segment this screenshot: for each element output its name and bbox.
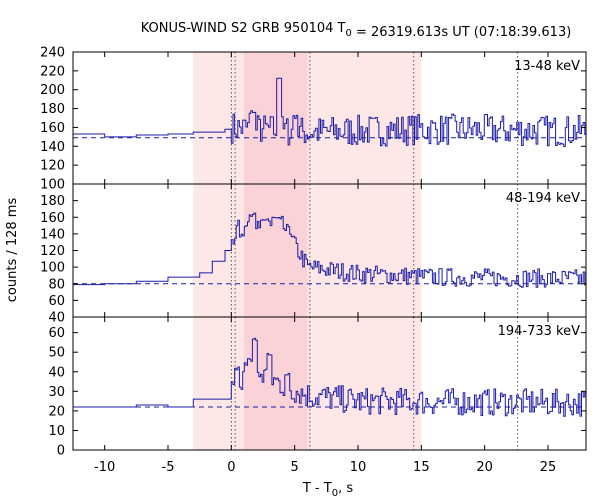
y-tick-label: 60 (48, 294, 65, 309)
interval-dark (244, 317, 308, 450)
light-curve (73, 337, 586, 417)
y-tick-label: 0 (57, 444, 65, 459)
y-tick-label: 160 (40, 211, 65, 226)
y-tick-label: 80 (48, 277, 65, 292)
y-tick-label: 40 (48, 365, 65, 380)
x-tick-label: 5 (291, 460, 299, 475)
panel-1: 100 120 140 160 180 200 220 240 13-48 keV (40, 46, 587, 193)
y-tick-label: 10 (48, 424, 65, 439)
y-tick-label: 220 (40, 64, 65, 79)
x-tick-label: 0 (227, 460, 235, 475)
y-tick-label: 160 (40, 121, 65, 136)
chart-title: KONUS-WIND S2 GRB 950104 T0 = 26319.613s… (141, 21, 572, 40)
energy-band-label: 48-194 keV (506, 191, 580, 206)
y-axis-label: counts / 128 ms (5, 198, 20, 303)
x-tick-label: 15 (413, 460, 430, 475)
light-curve (73, 212, 586, 288)
y-tick-label: 60 (48, 326, 65, 341)
energy-band-label: 13-48 keV (514, 59, 580, 74)
x-tick-label: -10 (94, 460, 115, 475)
interval-dark (244, 184, 308, 317)
y-tick-label: 100 (40, 178, 65, 193)
y-tick-label: 140 (40, 140, 65, 155)
y-tick-label: 120 (40, 244, 65, 259)
y-tick-label: 180 (40, 102, 65, 117)
y-tick-label: 240 (40, 46, 65, 61)
panel-frame (72, 316, 587, 451)
energy-band-label: 194-733 keV (498, 324, 581, 339)
panel-3: 0 10 20 30 40 50 60 194-733 keV (48, 316, 587, 459)
x-axis-ticks: -10 -5 0 5 10 15 20 25 (94, 460, 556, 475)
y-tick-label: 50 (48, 346, 65, 361)
y-tick-label: 20 (48, 404, 65, 419)
y-tick-label: 40 (48, 311, 65, 326)
x-tick-label: 25 (540, 460, 557, 475)
y-tick-label: 200 (40, 83, 65, 98)
y-tick-label: 180 (40, 194, 65, 209)
light-curve (73, 77, 586, 147)
y-tick-label: 30 (48, 385, 65, 400)
y-tick-label: 120 (40, 159, 65, 174)
y-tick-label: 140 (40, 227, 65, 242)
x-axis-label: T - T0, s (302, 481, 353, 499)
y-tick-label: 100 (40, 261, 65, 276)
x-tick-label: 20 (476, 460, 493, 475)
interval-dark (244, 52, 308, 184)
x-tick-label: 10 (350, 460, 367, 475)
x-tick-label: -5 (162, 460, 175, 475)
